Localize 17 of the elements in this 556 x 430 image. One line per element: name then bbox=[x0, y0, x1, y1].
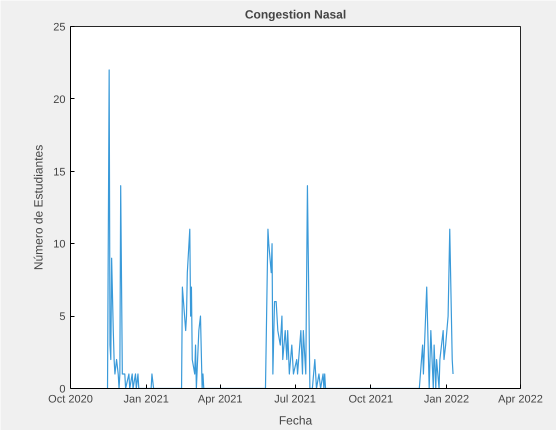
x-tick-label: Jan 2022 bbox=[424, 394, 470, 406]
y-tick-label: 5 bbox=[59, 311, 66, 324]
x-tick-label: Apr 2022 bbox=[498, 394, 543, 406]
chart-title: Congestion Nasal bbox=[244, 8, 346, 22]
x-tick-label: Oct 2020 bbox=[48, 394, 93, 406]
y-tick-label: 20 bbox=[53, 94, 66, 106]
y-axis-title: Número de Estudiantes bbox=[31, 144, 46, 270]
x-tick-label: Jul 2021 bbox=[274, 394, 316, 406]
x-tick-label: Apr 2021 bbox=[198, 394, 243, 406]
y-tick-label: 25 bbox=[53, 22, 66, 34]
line-series bbox=[106, 69, 454, 388]
y-tick-label: 0 bbox=[59, 384, 66, 396]
x-tick-label: Oct 2021 bbox=[348, 394, 394, 406]
x-axis-title: Fecha bbox=[278, 414, 312, 428]
y-tick-label: 15 bbox=[53, 166, 66, 178]
x-tick-label: Jan 2021 bbox=[124, 394, 169, 406]
y-tick-label: 10 bbox=[53, 238, 66, 251]
